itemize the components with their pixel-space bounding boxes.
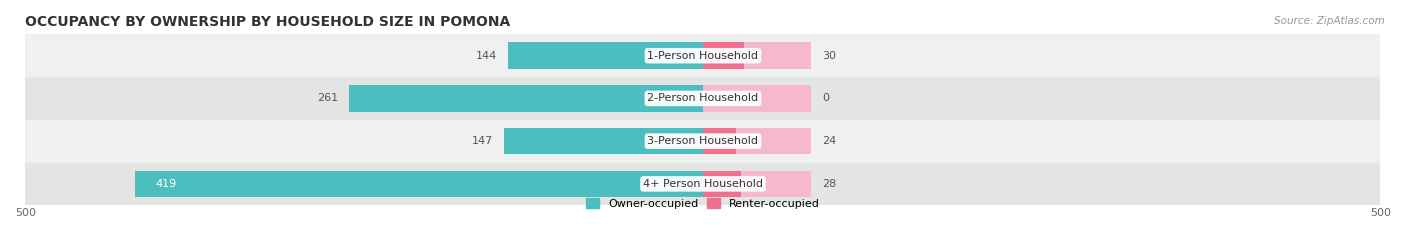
Bar [25, 162, 1381, 205]
Bar [503, 128, 703, 154]
Text: 30: 30 [823, 51, 837, 61]
Text: 3-Person Household: 3-Person Household [648, 136, 758, 146]
Bar [703, 128, 735, 154]
Bar [349, 85, 703, 112]
Bar [25, 120, 1381, 162]
Text: Source: ZipAtlas.com: Source: ZipAtlas.com [1274, 16, 1385, 26]
Text: 2-Person Household: 2-Person Household [647, 93, 759, 103]
Text: 0: 0 [823, 93, 830, 103]
Bar [703, 171, 811, 197]
Bar [703, 42, 811, 69]
Bar [25, 34, 1381, 77]
Text: 419: 419 [156, 179, 177, 189]
Text: 144: 144 [475, 51, 498, 61]
Text: 147: 147 [472, 136, 494, 146]
Bar [135, 171, 703, 197]
Text: 1-Person Household: 1-Person Household [648, 51, 758, 61]
Text: OCCUPANCY BY OWNERSHIP BY HOUSEHOLD SIZE IN POMONA: OCCUPANCY BY OWNERSHIP BY HOUSEHOLD SIZE… [25, 15, 510, 29]
Bar [703, 171, 741, 197]
Bar [508, 42, 703, 69]
Text: 24: 24 [823, 136, 837, 146]
Text: 28: 28 [823, 179, 837, 189]
Bar [25, 77, 1381, 120]
Text: 4+ Person Household: 4+ Person Household [643, 179, 763, 189]
Legend: Owner-occupied, Renter-occupied: Owner-occupied, Renter-occupied [581, 194, 825, 213]
Text: 261: 261 [318, 93, 339, 103]
Bar [703, 128, 811, 154]
Bar [703, 42, 744, 69]
Bar [703, 85, 811, 112]
